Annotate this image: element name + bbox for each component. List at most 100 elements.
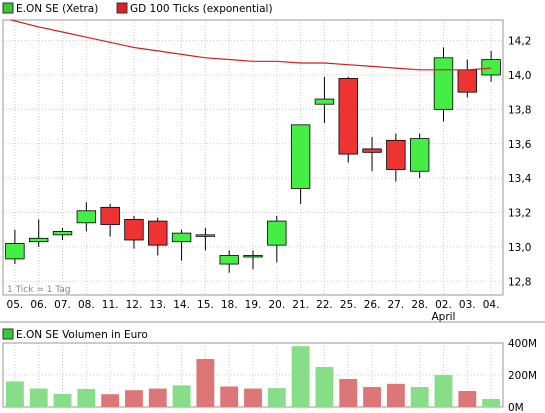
- volume-bar: [339, 379, 358, 407]
- main-y-axis: 12,8 13,0 13,2 13,4 13,6 13,8 14,0 14,2: [508, 36, 532, 289]
- volume-bar: [244, 388, 262, 407]
- legend-swatch-eon: [2, 2, 14, 14]
- legend-swatch-gd100: [116, 2, 128, 14]
- x-tick-label: 07.: [54, 299, 71, 311]
- candle-body: [124, 218, 144, 241]
- volume-bar: [267, 388, 286, 407]
- vol-y-tick-label: 0M: [508, 402, 524, 413]
- candle: [5, 229, 25, 265]
- volume-bar: [53, 393, 72, 407]
- legend-label-volume: E.ON SE Volumen in Euro: [16, 329, 148, 341]
- candle: [148, 217, 168, 256]
- candle: [219, 250, 239, 273]
- candle: [52, 227, 73, 240]
- x-tick-label: 11.: [102, 299, 119, 311]
- candle-body: [219, 255, 239, 265]
- candle-body: [314, 98, 335, 105]
- volume-bar: [196, 359, 215, 407]
- x-tick-label: 18.: [221, 299, 238, 311]
- legend-main: E.ON SE (Xetra) GD 100 Ticks (exponentia…: [2, 2, 273, 15]
- tick-note: 1 Tick = 1 Tag: [7, 285, 71, 295]
- candle: [386, 133, 406, 182]
- volume-bar: [458, 391, 477, 407]
- candle-body: [290, 124, 311, 189]
- x-tick-label: 26.: [364, 299, 381, 311]
- main-plot-frame: [2, 19, 504, 296]
- y-tick-label: 13,2: [508, 208, 531, 220]
- candlesticks: [5, 47, 501, 273]
- x-axis: 05. 06. 07. 08. 11. 12. 13. 14. 15. 18. 19. 20. 21. 2…: [7, 299, 500, 323]
- y-tick-label: 13,0: [508, 242, 531, 254]
- x-tick-label: 03.: [459, 299, 476, 311]
- volume-bar: [434, 375, 453, 407]
- candle: [267, 215, 287, 263]
- x-tick-label: 13.: [149, 299, 166, 311]
- candle-body: [29, 237, 49, 243]
- candle-body: [148, 220, 168, 246]
- candle: [29, 219, 49, 247]
- y-tick-label: 14,0: [508, 70, 531, 82]
- x-tick-label: 20.: [268, 299, 285, 311]
- candle: [171, 229, 192, 261]
- candle-body: [457, 69, 477, 93]
- candle-body: [171, 232, 192, 243]
- volume-y-axis: 0M 200M 400M: [508, 338, 537, 413]
- volume-bars: [5, 346, 501, 407]
- y-tick-label: 14,2: [508, 36, 531, 48]
- candle: [124, 215, 144, 249]
- x-tick-label: 27.: [388, 299, 405, 311]
- x-tick-sublabel: April: [431, 311, 455, 323]
- candle: [76, 202, 97, 232]
- y-tick-label: 13,8: [508, 104, 531, 116]
- vol-y-tick-label: 400M: [508, 338, 537, 350]
- candle: [481, 50, 501, 82]
- volume-bar: [482, 399, 501, 407]
- candle-body: [243, 255, 263, 258]
- candle-body: [338, 78, 358, 155]
- candle-body: [362, 148, 382, 153]
- candle: [409, 133, 430, 179]
- legend-label-gd100: GD 100 Ticks (exponential): [130, 3, 273, 15]
- candle: [100, 203, 120, 237]
- y-tick-label: 12,8: [508, 276, 531, 288]
- volume-bar: [291, 346, 310, 407]
- volume-bar: [410, 387, 429, 407]
- volume-bar: [125, 390, 143, 407]
- candle: [195, 227, 216, 251]
- x-tick-label: 22.: [316, 299, 333, 311]
- candle-body: [409, 138, 430, 172]
- x-tick-label: 05.: [7, 299, 24, 311]
- candle: [290, 124, 311, 204]
- candle-body: [433, 57, 454, 110]
- volume-bar: [29, 388, 48, 407]
- x-tick-label: 19.: [245, 299, 262, 311]
- x-tick-label: 25.: [340, 299, 357, 311]
- candle: [243, 250, 263, 270]
- candle-body: [267, 220, 287, 246]
- volume-bar: [315, 367, 334, 407]
- x-tick-label: 28.: [411, 299, 428, 311]
- x-tick-label: 14.: [173, 299, 190, 311]
- candle-body: [100, 206, 120, 225]
- candle: [314, 76, 335, 124]
- candle-body: [195, 234, 216, 237]
- legend-volume: E.ON SE Volumen in Euro: [2, 328, 148, 341]
- candle-body: [5, 243, 25, 260]
- candle-body: [52, 231, 73, 236]
- y-tick-label: 13,4: [508, 173, 532, 185]
- x-tick-label: 04.: [483, 299, 500, 311]
- volume-bar: [148, 388, 167, 407]
- x-tick-label: 15.: [197, 299, 214, 311]
- candle-body: [481, 59, 501, 76]
- legend-swatch-volume: [2, 328, 14, 340]
- candle-body: [76, 210, 97, 224]
- x-tick-label: 21.: [292, 299, 309, 311]
- volume-bar: [5, 381, 24, 407]
- volume-bar: [101, 394, 120, 407]
- volume-bar: [172, 385, 191, 407]
- x-tick-label: 02.: [435, 299, 452, 311]
- volume-bar: [386, 383, 405, 407]
- candle: [362, 136, 382, 172]
- volume-bar: [363, 387, 381, 407]
